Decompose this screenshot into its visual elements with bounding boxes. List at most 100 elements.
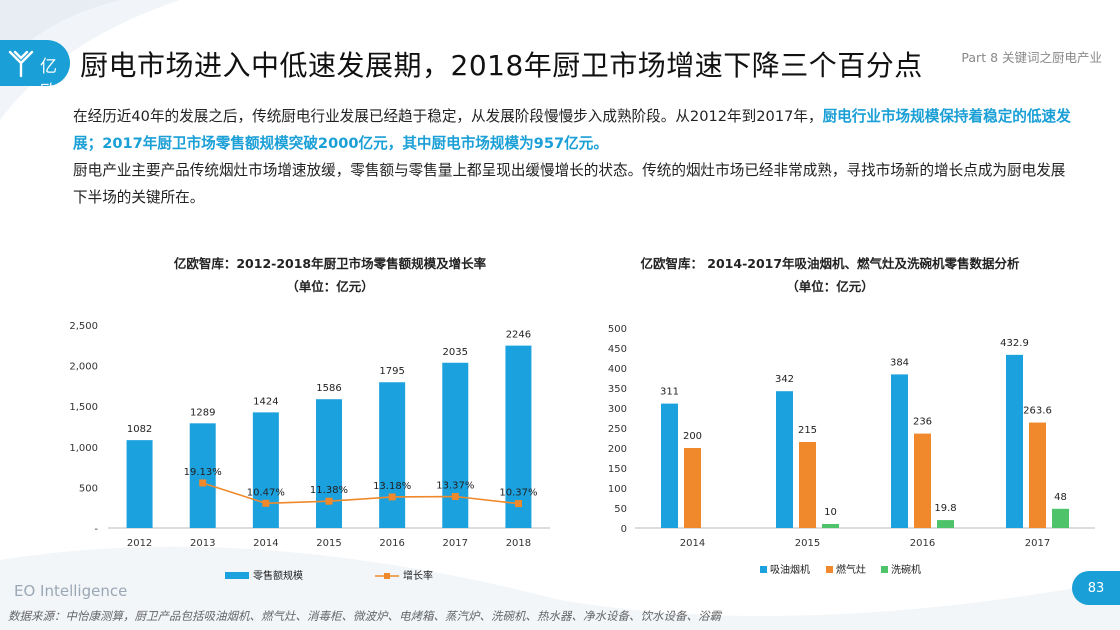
chart1-growth-point	[388, 493, 396, 501]
chart1-growth-point	[514, 500, 522, 508]
chart1-ytick-label: 1,500	[69, 402, 98, 413]
chart2-bar-label: 263.6	[1023, 406, 1052, 417]
page-number: 83	[1072, 571, 1120, 605]
chart2-ytick-label: 150	[608, 464, 627, 475]
chart2-legend-label: 洗碗机	[891, 563, 921, 576]
paragraph-1-highlight: 厨电行业市场规模保持着稳定的低速发展；2017年厨卫市场零售额规模突破2000亿…	[73, 108, 1071, 152]
chart1-legend-bar-swatch	[225, 572, 249, 579]
chart2-bar-label: 200	[683, 431, 702, 442]
chart2-bar	[776, 391, 793, 528]
chart1-xtick-label: 2012	[127, 538, 152, 549]
chart2-bar	[1029, 422, 1046, 528]
chart2-bar-label: 311	[660, 387, 679, 398]
chart1-growth-label: 11.38%	[310, 485, 348, 496]
chart2-legend-swatch	[881, 566, 888, 573]
chart1-ytick-label: 2,000	[69, 362, 98, 373]
chart2-ytick-label: 350	[608, 384, 627, 395]
chart1-title: 亿欧智库：2012-2018年厨卫市场零售额规模及增长率	[173, 256, 487, 271]
chart1-growth-point	[325, 497, 333, 505]
chart2-subtitle: （单位：亿元）	[786, 279, 874, 294]
chart1-growth-point	[199, 479, 207, 487]
chart1-bar	[189, 423, 216, 528]
chart1-ytick-label: -	[94, 524, 98, 535]
chart2-bar	[891, 374, 908, 528]
chart1-subtitle: （单位：亿元）	[286, 279, 374, 294]
page-title: 厨电市场进入中低速发展期，2018年厨卫市场增速下降三个百分点	[80, 49, 923, 82]
intro-text: 在经历近40年的发展之后，传统厨电行业发展已经趋于稳定，从发展阶段慢慢步入成熟阶…	[73, 103, 1073, 211]
chart2-legend-label: 吸油烟机	[770, 563, 810, 576]
chart2-ytick-label: 250	[608, 424, 627, 435]
chart1-xtick-label: 2017	[443, 538, 468, 549]
chart1-growth-point	[451, 493, 459, 501]
chart1-bar-label: 2035	[443, 347, 468, 358]
chart1-xtick-label: 2015	[316, 538, 341, 549]
part-label: Part 8 关键词之厨电产业	[961, 50, 1102, 65]
logo-y-icon	[8, 50, 34, 78]
chart2-bar	[684, 448, 701, 528]
paragraph-1-text: 在经历近40年的发展之后，传统厨电行业发展已经趋于稳定，从发展阶段慢慢步入成熟阶…	[73, 108, 823, 125]
chart1-bar	[379, 382, 406, 528]
paragraph-1: 在经历近40年的发展之后，传统厨电行业发展已经趋于稳定，从发展阶段慢慢步入成熟阶…	[73, 103, 1073, 157]
chart2-bar-label: 10	[824, 507, 837, 518]
chart2-title-block: 亿欧智库： 2014-2017年吸油烟机、燃气灶及洗碗机零售数据分析 （单位：亿…	[590, 252, 1070, 298]
chart2-xtick-label: 2014	[680, 538, 705, 549]
chart1-xtick-label: 2018	[506, 538, 531, 549]
chart2-bar-label: 215	[798, 425, 817, 436]
chart1-legend-line-marker	[384, 573, 390, 579]
chart2-ytick-label: 50	[614, 504, 627, 515]
footer-brand: EO Intelligence	[14, 582, 128, 600]
chart1-bar	[126, 440, 153, 528]
chart1-bar	[252, 412, 279, 528]
chart2-xtick-label: 2015	[795, 538, 820, 549]
chart2-bar	[799, 442, 816, 528]
chart1-market-size: - 500 1,000 1,500 2,000 2,500 1082 2012 1289 2013…	[69, 321, 550, 582]
chart2-bar	[1006, 354, 1023, 528]
chart2-legend-label: 燃气灶	[836, 563, 866, 576]
paragraph-2: 厨电产业主要产品传统烟灶市场增速放缓，零售额与零售量上都呈现出缓慢增长的状态。传…	[73, 162, 1066, 206]
chart1-bar	[316, 399, 342, 528]
chart1-bar-label: 2246	[506, 330, 531, 341]
chart1-bar-label: 1289	[190, 407, 215, 418]
chart1-ytick-label: 1,000	[69, 443, 98, 454]
chart2-ytick-label: 0	[621, 524, 627, 535]
chart2-bar	[661, 403, 678, 528]
chart1-growth-label: 13.37%	[436, 481, 474, 492]
chart2-ytick-label: 200	[608, 444, 627, 455]
data-source: 数据来源：中怡康测算，厨卫产品包括吸油烟机、燃气灶、消毒柜、微波炉、电烤箱、蒸汽…	[8, 609, 721, 623]
chart1-growth-label: 19.13%	[184, 467, 222, 478]
chart2-xtick-label: 2017	[1025, 538, 1050, 549]
chart1-growth-line	[202, 482, 519, 505]
chart1-growth-label: 13.18%	[373, 481, 411, 492]
chart2-ytick-label: 100	[608, 484, 627, 495]
chart2-bar-label: 48	[1054, 492, 1067, 503]
chart1-bar	[442, 362, 469, 528]
chart1-growth-label: 10.47%	[247, 487, 285, 498]
chart1-growth-label: 10.37%	[499, 488, 537, 499]
chart2-title: 亿欧智库： 2014-2017年吸油烟机、燃气灶及洗碗机零售数据分析	[640, 256, 1020, 271]
brand-logo: 亿欧	[0, 40, 70, 102]
chart2-ytick-label: 300	[608, 404, 627, 415]
chart2-bar-label: 384	[890, 357, 909, 368]
chart2-bar-label: 19.8	[934, 503, 956, 514]
chart1-bar-label: 1424	[253, 396, 278, 407]
chart2-bar	[914, 433, 931, 528]
chart1-ytick-label: 500	[79, 483, 98, 494]
chart1-ytick-label: 2,500	[69, 321, 98, 332]
chart1-xtick-label: 2013	[190, 538, 215, 549]
chart1-legend-line-label: 增长率	[403, 569, 433, 582]
chart2-ytick-label: 500	[608, 324, 627, 335]
chart2-ytick-label: 450	[608, 344, 627, 355]
chart1-legend-bar-label: 零售额规模	[253, 569, 303, 582]
chart2-legend-swatch	[760, 566, 767, 573]
chart1-bar-label: 1082	[127, 424, 152, 435]
chart2-bar-label: 342	[775, 374, 794, 385]
chart2-bar	[937, 520, 954, 528]
chart2-bar-label: 432.9	[1000, 338, 1029, 349]
chart2-bar	[822, 524, 839, 528]
chart1-bar	[505, 345, 532, 528]
chart2-ytick-label: 400	[608, 364, 627, 375]
chart2-xtick-label: 2016	[910, 538, 935, 549]
logo-text: 亿欧	[40, 57, 58, 102]
chart1-growth-point	[262, 499, 270, 507]
chart2-bar-label: 236	[913, 417, 932, 428]
